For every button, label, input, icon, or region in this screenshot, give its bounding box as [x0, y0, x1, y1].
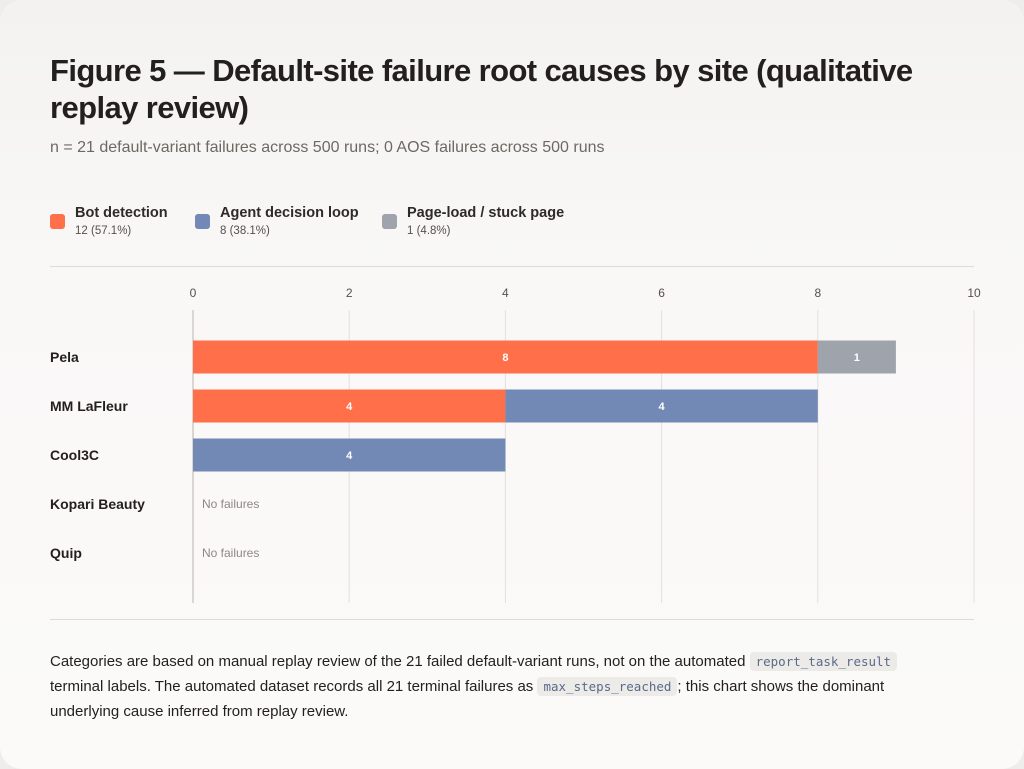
- legend-label: Page-load / stuck page: [407, 205, 565, 221]
- code-report-task-result: report_task_result: [749, 652, 898, 671]
- bar-value-label: 4: [346, 401, 353, 413]
- bar-segment: [193, 389, 506, 423]
- bar-segment: [193, 340, 818, 374]
- chart-title: Figure 5 — Default-site failure root cau…: [50, 53, 913, 125]
- category-label: Cool3C: [50, 447, 99, 463]
- legend-swatch-page-load: [382, 214, 397, 229]
- legend-count: 12 (57.1%): [75, 225, 132, 237]
- footnote-text: Categories are based on manual replay re…: [50, 653, 750, 670]
- x-tick-label: 2: [346, 286, 353, 300]
- x-tick-label: 4: [502, 286, 509, 300]
- footnote-text: terminal labels. The automated dataset r…: [50, 678, 538, 695]
- footnote-text: ; this chart shows the dominant underlyi…: [50, 678, 885, 720]
- legend-swatch-bot-detection: [50, 214, 65, 229]
- legend-label: Agent decision loop: [220, 205, 359, 221]
- category-label: Kopari Beauty: [50, 496, 145, 512]
- x-tick-label: 6: [658, 286, 665, 300]
- x-tick-label: 0: [190, 286, 197, 300]
- bar-segment: [817, 340, 896, 374]
- bar-value-label: 8: [502, 352, 508, 364]
- bar-chart: 0 2 4 6 8 10 Pela 8 1 MM LaFleur 4 4 Cool3C 4 Kopari B…: [50, 286, 981, 603]
- bar-segment: [193, 438, 506, 472]
- bar-value-label: 1: [854, 352, 860, 364]
- x-tick-label: 10: [967, 286, 981, 300]
- category-label: MM LaFleur: [50, 398, 128, 414]
- bar-value-label: 4: [659, 401, 666, 413]
- divider-bottom: [50, 619, 974, 620]
- footnote: Categories are based on manual replay re…: [50, 649, 930, 724]
- legend-count: 8 (38.1%): [220, 225, 270, 237]
- no-failures-label: No failures: [202, 497, 259, 511]
- no-failures-label: No failures: [202, 546, 259, 560]
- chart-subtitle: n = 21 default-variant failures across 5…: [50, 139, 605, 156]
- legend-count: 1 (4.8%): [407, 225, 451, 237]
- bar-value-label: 4: [346, 450, 353, 462]
- category-label: Quip: [50, 545, 82, 561]
- code-max-steps-reached: max_steps_reached: [537, 677, 678, 696]
- legend-label: Bot detection: [75, 205, 168, 221]
- category-label: Pela: [50, 349, 79, 365]
- divider-top: [50, 266, 974, 267]
- bar-segment: [505, 389, 818, 423]
- legend-swatch-agent-decision-loop: [195, 214, 210, 229]
- x-tick-label: 8: [814, 286, 821, 300]
